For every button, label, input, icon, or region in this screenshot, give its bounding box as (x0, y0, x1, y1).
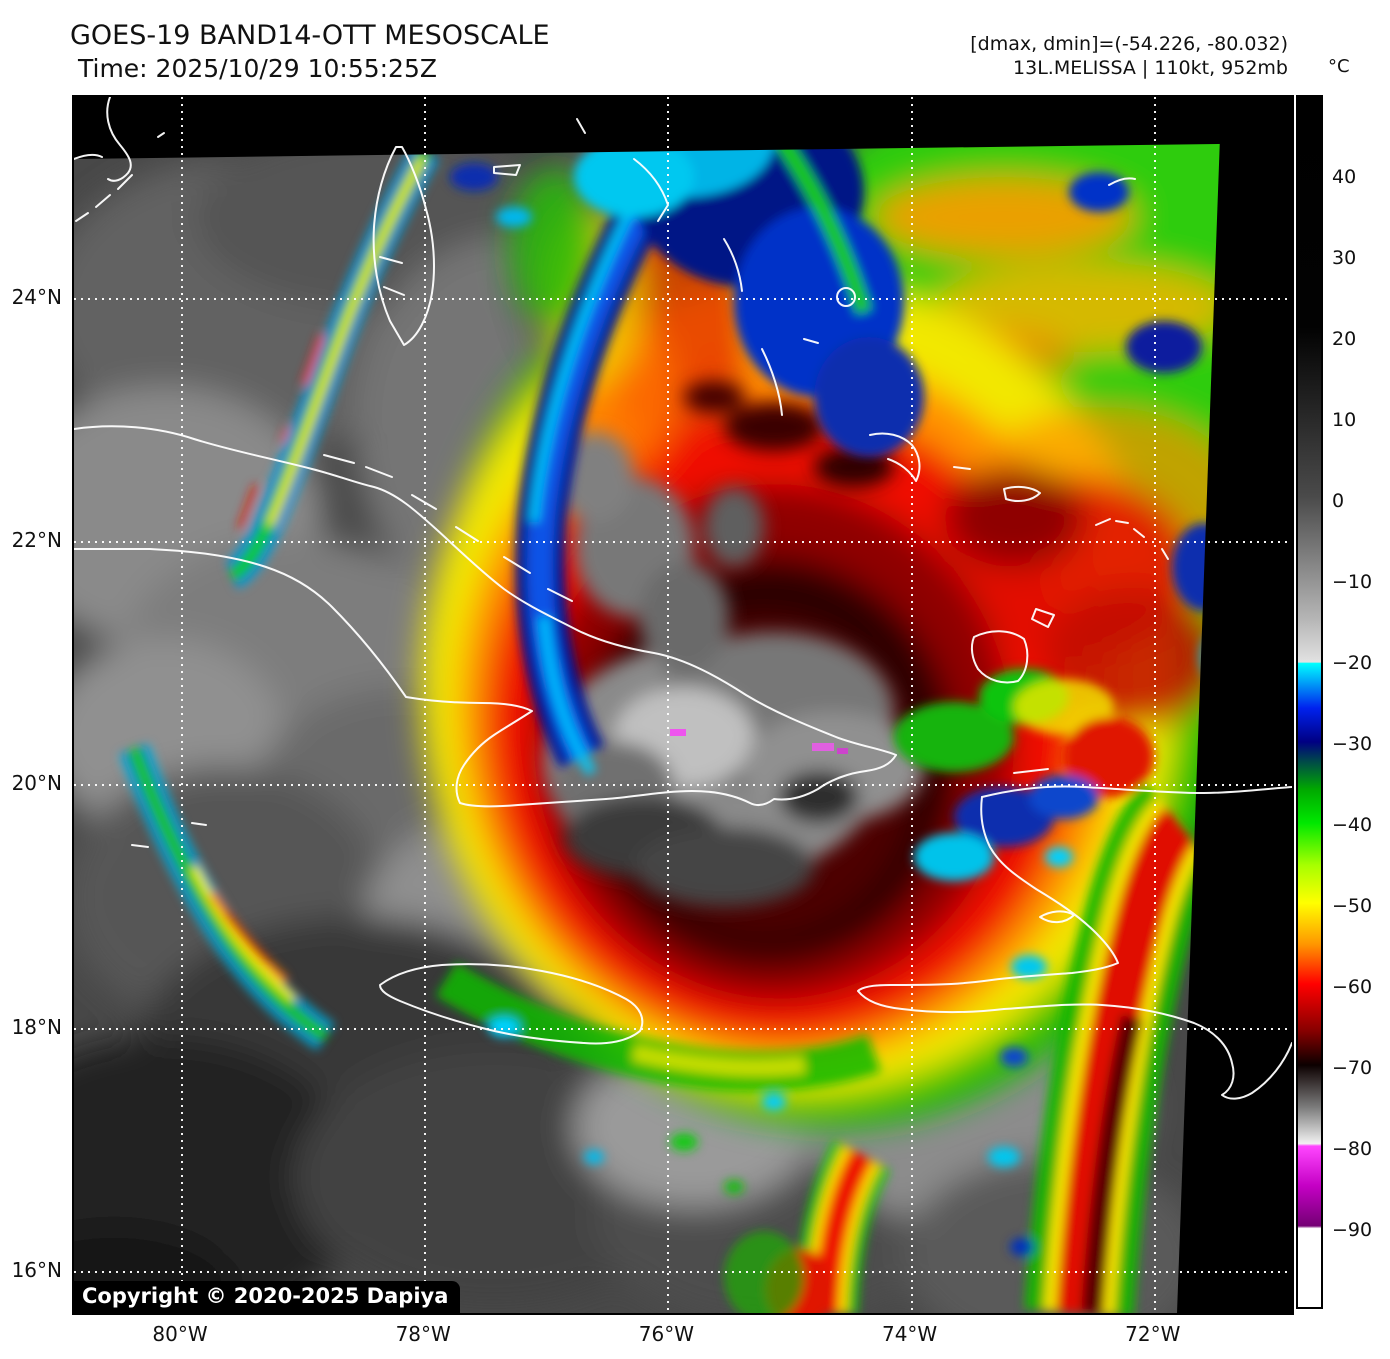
jamaica (379, 963, 644, 1045)
long-island (761, 338, 819, 416)
x-tick-label: 80°W (152, 1322, 208, 1346)
page-title: GOES-19 BAND14-OTT MESOSCALE (70, 20, 550, 51)
magenta-coldtops (670, 729, 848, 754)
header-annotations: [dmax, dmin]=(-54.226, -80.032) 13L.MELI… (970, 32, 1288, 80)
y-tick-label: 20°N (11, 771, 62, 796)
turks-caicos (1095, 518, 1169, 560)
colorbar-tick-label: −80 (1332, 1138, 1373, 1160)
colorbar-tick-label: 0 (1332, 490, 1345, 512)
colorbar-tick-label: 30 (1332, 247, 1357, 269)
colorbar-tick-label: −90 (1332, 1219, 1373, 1241)
gridlines (74, 97, 1292, 1313)
gonave-island (1039, 910, 1075, 923)
colorbar-tick-label: −60 (1332, 976, 1373, 998)
colorbar-tick-label: 40 (1332, 166, 1357, 188)
andros-island (372, 146, 435, 346)
eleuthera (633, 158, 669, 222)
y-tick-label: 24°N (11, 285, 62, 309)
san-salvador (836, 287, 856, 307)
y-tick-label: 18°N (11, 1014, 62, 1039)
hispaniola-north-coast (981, 785, 1292, 798)
hispaniola-west-south-coast (857, 796, 1292, 1100)
new-providence (493, 164, 521, 176)
colorbar-tick-label: −40 (1332, 814, 1373, 836)
sector-edge-mask (74, 97, 1292, 1313)
cayman-islands (131, 822, 207, 848)
satellite-map: Copyright © 2020-2025 Dapiya (72, 95, 1294, 1315)
x-tick-label: 74°W (881, 1322, 938, 1346)
colorbar-tick-label: −70 (1332, 1057, 1373, 1079)
x-tick-label: 78°W (395, 1322, 451, 1346)
coastlines (74, 97, 1292, 1100)
page-subtitle-time: Time: 2025/10/29 10:55:25Z (78, 54, 437, 83)
satellite-scene (74, 97, 1292, 1313)
dmax-dmin-readout: [dmax, dmin]=(-54.226, -80.032) (970, 33, 1288, 55)
cuba-cays (323, 454, 573, 602)
colorbar-unit-label: °C (1328, 56, 1350, 77)
colorbar-tick-label: −20 (1332, 652, 1373, 674)
colorbar-tick-label: −10 (1332, 571, 1373, 593)
cuba-north-coast (74, 425, 897, 756)
great-inagua (970, 630, 1029, 684)
y-tick-label: 22°N (11, 528, 62, 553)
colorbar-tick-label: −30 (1332, 733, 1373, 755)
y-tick-label: 16°N (11, 1257, 62, 1282)
storm-info: 13L.MELISSA | 110kt, 952mb (1013, 57, 1288, 79)
copyright-badge: Copyright © 2020-2025 Dapiya (74, 1281, 461, 1313)
x-tick-label: 72°W (1125, 1322, 1181, 1346)
colorbar-tick-label: 20 (1332, 328, 1357, 350)
tortuga (1013, 768, 1049, 774)
bahamas-fragments (576, 118, 1136, 186)
acklins (869, 432, 921, 482)
little-inagua (1031, 608, 1055, 628)
florida-coast (106, 97, 132, 182)
x-tick-label: 76°W (638, 1322, 695, 1346)
colorbar-tick-label: 10 (1332, 409, 1357, 431)
cuba-south-coast (74, 548, 897, 808)
cat-island (723, 238, 743, 292)
colorbar-tick-label: −50 (1332, 895, 1373, 917)
florida-keys (75, 132, 165, 222)
colorbar (1296, 95, 1323, 1309)
mayaguana (953, 466, 1041, 502)
